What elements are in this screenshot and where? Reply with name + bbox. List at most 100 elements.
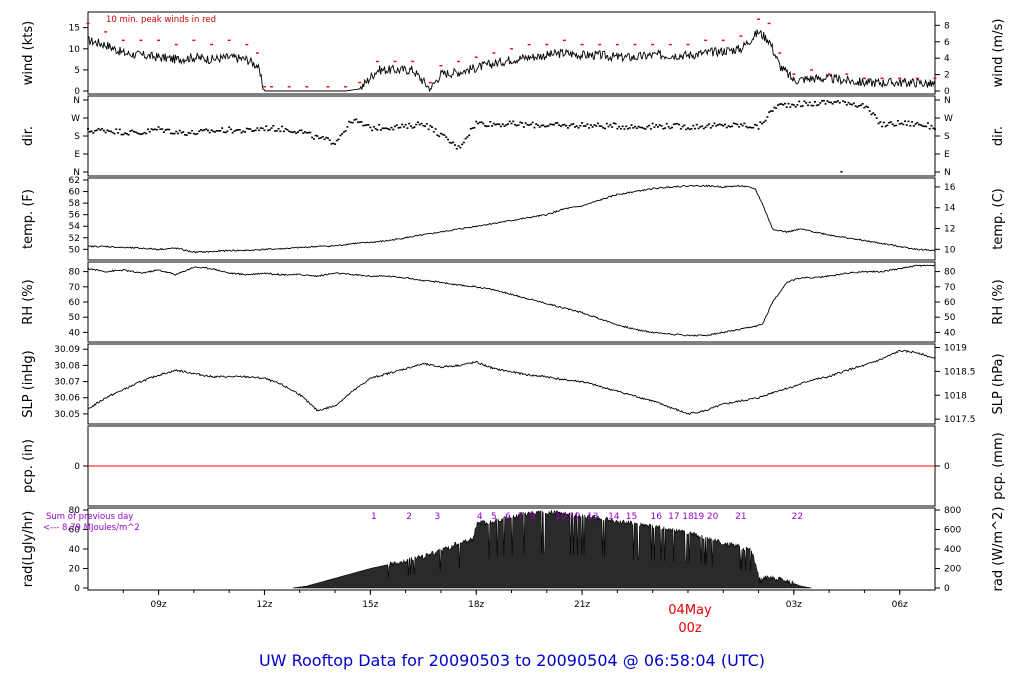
direction-point xyxy=(279,130,282,133)
direction-point xyxy=(619,127,622,130)
peak-wind-mark xyxy=(915,77,919,80)
direction-point xyxy=(819,102,822,104)
direction-point xyxy=(129,130,132,132)
direction-point xyxy=(212,130,215,133)
direction-point xyxy=(219,129,222,132)
direction-point xyxy=(743,122,746,125)
direction-point xyxy=(385,127,388,130)
direction-point xyxy=(796,104,799,106)
direction-point xyxy=(293,131,296,133)
direction-point xyxy=(784,102,787,105)
direction-point xyxy=(849,103,852,105)
direction-point xyxy=(506,123,509,125)
direction-point xyxy=(785,106,788,109)
direction-point xyxy=(526,123,529,126)
direction-point xyxy=(895,124,898,127)
direction-point xyxy=(792,104,795,106)
direction-point xyxy=(664,127,667,129)
ytick-label-left-slp: 30.05 xyxy=(54,410,80,420)
ytick-label-right-slp: 1019 xyxy=(944,344,967,354)
direction-point xyxy=(143,131,146,134)
ytick-label-left-radiation: 0 xyxy=(74,584,80,594)
direction-point xyxy=(256,127,259,129)
direction-point xyxy=(706,124,709,127)
peak-wind-mark xyxy=(344,86,348,88)
direction-point xyxy=(115,128,118,130)
ytick-label-right-wind: 4 xyxy=(944,54,950,64)
direction-point xyxy=(332,142,335,145)
direction-point xyxy=(424,125,427,128)
direction-point xyxy=(362,124,365,127)
direction-point xyxy=(540,124,543,127)
footer-title: UW Rooftop Data for 20090503 to 20090504… xyxy=(259,651,765,670)
ytick-label-right-direction: E xyxy=(944,150,950,160)
direction-point xyxy=(514,123,517,126)
direction-point xyxy=(161,128,164,130)
direction-point xyxy=(529,123,532,126)
direction-point xyxy=(318,137,321,140)
direction-point xyxy=(291,131,294,134)
radiation-hour-label: 20 xyxy=(707,512,719,522)
direction-point xyxy=(750,126,753,129)
direction-point xyxy=(337,138,340,141)
direction-point xyxy=(739,123,742,125)
direction-point xyxy=(175,130,178,133)
direction-point xyxy=(729,126,732,128)
direction-point xyxy=(761,122,764,125)
direction-point xyxy=(909,124,912,127)
direction-point xyxy=(196,132,199,135)
direction-point xyxy=(471,127,474,129)
direction-point xyxy=(503,125,506,127)
direction-point xyxy=(420,122,423,125)
direction-point xyxy=(268,129,271,131)
direction-point xyxy=(141,132,144,135)
direction-point xyxy=(166,128,169,131)
direction-point xyxy=(921,125,924,127)
direction-point xyxy=(874,113,877,116)
peak-wind-mark xyxy=(615,43,619,46)
panel-wind: wind (kts) wind (m/s) 0 5 10 15 0 2 4 6 8 xyxy=(21,11,1006,97)
direction-point xyxy=(101,128,104,130)
direction-point xyxy=(206,129,209,132)
ytick-label-left-temperature: 58 xyxy=(69,199,81,209)
direction-point xyxy=(109,130,112,133)
direction-point xyxy=(187,131,190,134)
direction-point xyxy=(259,127,262,129)
peak-wind-mark xyxy=(305,86,309,88)
peak-wind-mark xyxy=(767,22,771,25)
ylabel-left-radiation: rad(Lgly/hr) xyxy=(21,511,36,587)
direction-point xyxy=(528,124,531,126)
direction-point xyxy=(289,131,292,133)
ylabel-right-precip: pcp. (mm) xyxy=(991,432,1006,499)
direction-point xyxy=(102,129,105,132)
direction-point xyxy=(134,131,137,133)
direction-point xyxy=(94,129,97,132)
direction-point xyxy=(519,121,522,124)
peak-wind-mark xyxy=(809,69,813,71)
direction-point xyxy=(411,127,414,129)
direction-point xyxy=(346,126,349,128)
direction-point xyxy=(596,122,599,125)
direction-point xyxy=(180,131,183,134)
direction-point xyxy=(466,136,469,138)
radiation-hour-label: 1 xyxy=(371,512,377,522)
direction-point xyxy=(499,125,502,128)
direction-point xyxy=(217,130,220,132)
peak-wind-mark xyxy=(86,22,90,25)
peak-wind-mark xyxy=(527,43,531,46)
direction-point xyxy=(464,137,467,140)
ytick-label-left-temperature: 60 xyxy=(69,188,81,198)
direction-point xyxy=(925,125,928,128)
panel-frame-direction xyxy=(87,95,936,177)
peak-wind-mark xyxy=(157,39,161,42)
direction-point xyxy=(189,132,192,135)
direction-point xyxy=(660,125,663,127)
direction-point xyxy=(416,121,419,124)
direction-point xyxy=(907,120,910,123)
direction-point xyxy=(208,131,211,134)
direction-point xyxy=(678,123,681,126)
direction-point xyxy=(766,116,769,118)
direction-point xyxy=(198,130,201,133)
direction-point xyxy=(517,124,520,126)
direction-point xyxy=(688,128,691,131)
